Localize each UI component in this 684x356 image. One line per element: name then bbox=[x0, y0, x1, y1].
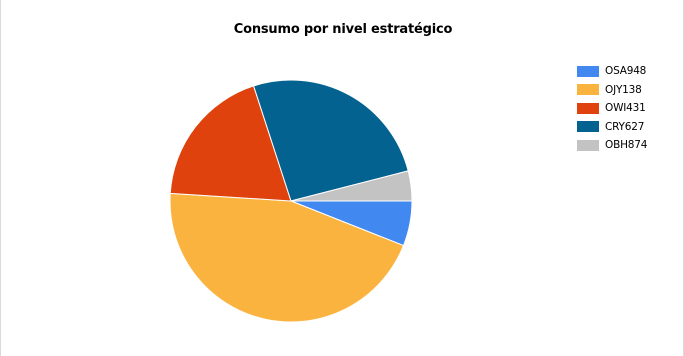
legend-swatch bbox=[577, 121, 599, 133]
legend-swatch bbox=[577, 139, 599, 151]
legend-item-owi431: OWI431 bbox=[577, 99, 647, 118]
legend-swatch bbox=[577, 65, 599, 77]
legend-label: OBH874 bbox=[605, 139, 648, 152]
pie-slices bbox=[169, 79, 413, 323]
chart-title: Consumo por nivel estratégico bbox=[233, 22, 453, 37]
pie-slice-owi431 bbox=[169, 85, 292, 202]
legend-label: OWI431 bbox=[605, 102, 646, 115]
pie-slice-ojy138 bbox=[169, 192, 405, 323]
legend-item-osa948: OSA948 bbox=[577, 62, 647, 81]
legend-label: OJY138 bbox=[605, 83, 642, 96]
legend: OSA948 OJY138 OWI431 CRY627 OBH874 bbox=[577, 62, 647, 155]
legend-label: OSA948 bbox=[605, 65, 647, 78]
legend-label: CRY627 bbox=[605, 120, 645, 133]
legend-item-cry627: CRY627 bbox=[577, 118, 647, 137]
legend-swatch bbox=[577, 84, 599, 96]
legend-swatch bbox=[577, 102, 599, 114]
legend-item-obh874: OBH874 bbox=[577, 136, 647, 155]
legend-item-ojy138: OJY138 bbox=[577, 81, 647, 100]
pie-slice-cry627 bbox=[252, 79, 409, 202]
pie-slice-obh874 bbox=[290, 170, 413, 202]
